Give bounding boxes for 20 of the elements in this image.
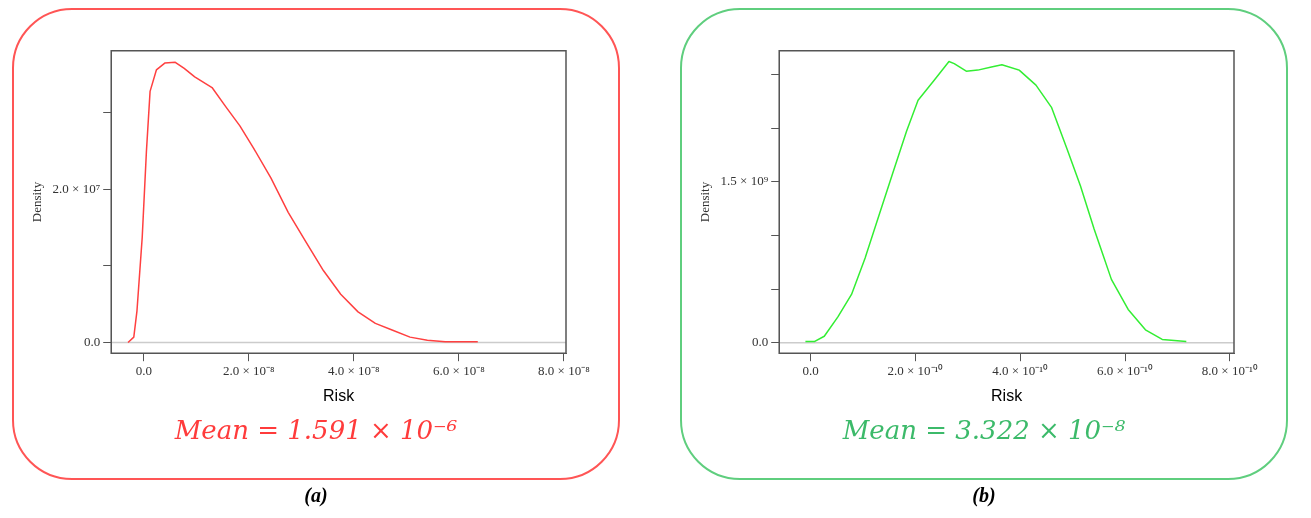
y-axis-title: Density [697, 181, 713, 223]
x-tick-label: 8.0 × 10⁻⁸ [538, 363, 591, 379]
text: Mean = 3.322 × 10⁻⁸ [841, 415, 1127, 445]
x-tick-label: 4.0 × 10⁻¹⁰ [992, 363, 1049, 379]
x-tick-label: 4.0 × 10⁻⁸ [328, 363, 381, 379]
x-axis-title: Risk [991, 386, 1024, 404]
y-tick-label: 2.0 × 10⁷ [52, 180, 101, 196]
x-tick-label: 6.0 × 10⁻⁸ [433, 363, 486, 379]
x-tick-label: 8.0 × 10⁻¹⁰ [1201, 363, 1258, 379]
x-tick-label: 2.0 × 10⁻¹⁰ [887, 363, 944, 379]
x-tick-label: 6.0 × 10⁻¹⁰ [1097, 363, 1154, 379]
text: (a) [303, 484, 329, 507]
x-tick-label: 2.0 × 10⁻⁸ [222, 363, 276, 379]
text: (b) [971, 484, 997, 507]
text: Mean = 1.591 × 10⁻⁶ [173, 415, 459, 445]
y-tick-label: 1.5 × 10⁹ [720, 173, 769, 189]
x-axis-title: Risk [323, 386, 356, 404]
x-tick-label: 0.0 [135, 363, 152, 379]
y-axis-title: Density [29, 181, 45, 223]
x-tick-label: 0.0 [802, 363, 819, 379]
